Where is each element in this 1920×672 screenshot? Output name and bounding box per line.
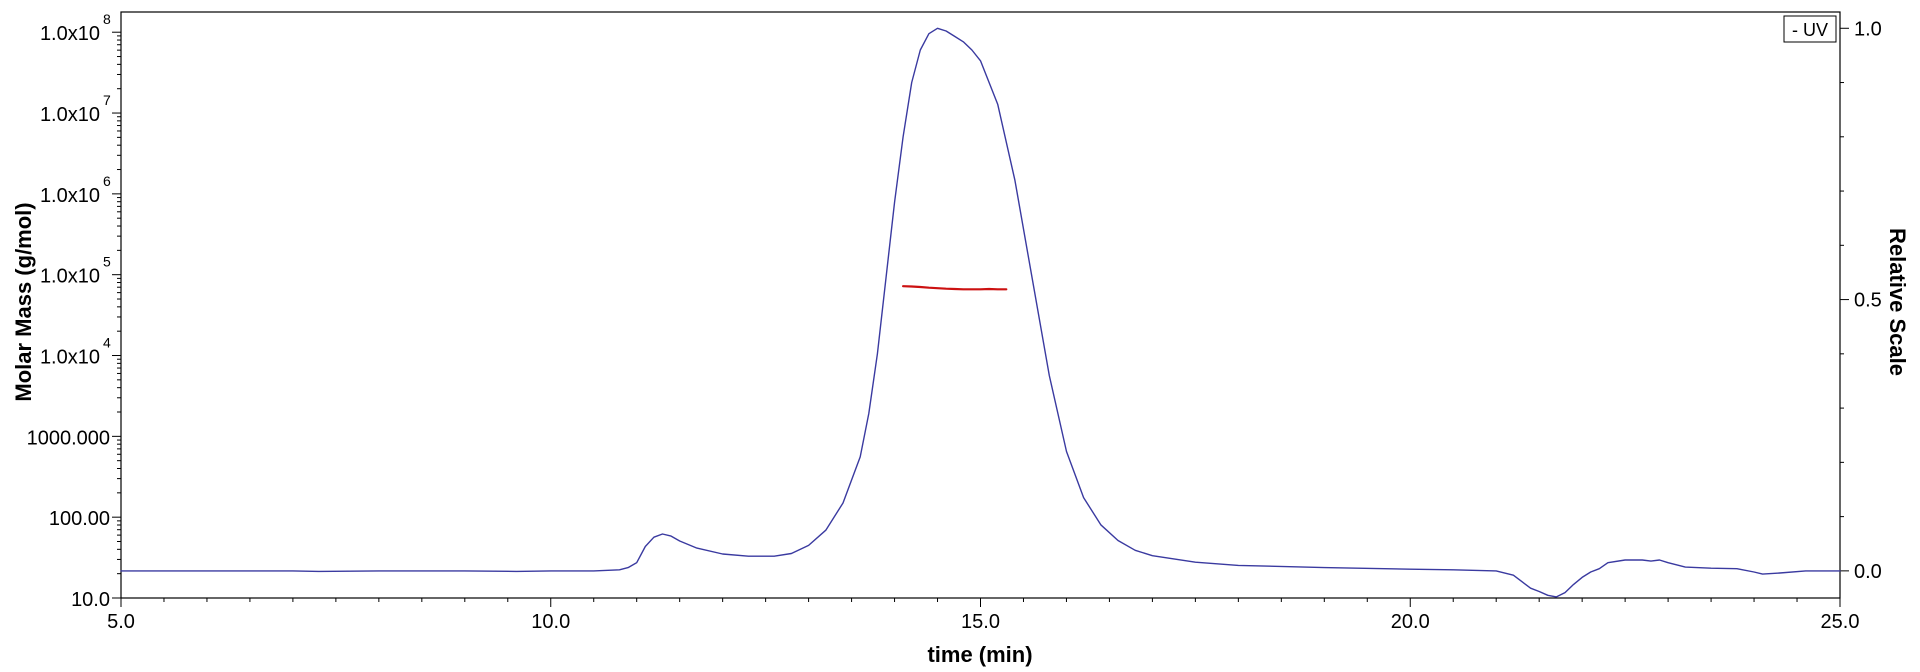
y-axis-title-right: Relative Scale [1885, 228, 1910, 376]
y-left-tick-label: 10.0 [71, 589, 110, 611]
x-tick-label: 5.0 [107, 611, 135, 633]
x-tick-label: 25.0 [1821, 611, 1860, 633]
legend: - UV [1783, 15, 1837, 43]
right-axis: 0.0 0.5 1.0 [1840, 18, 1882, 583]
uv-series-line [120, 27, 1841, 598]
y-right-tick-label: 1.0 [1854, 18, 1882, 40]
molar-mass-series-line [901, 285, 1008, 291]
y-right-tick-label: 0.5 [1854, 290, 1882, 312]
y-left-tick-exponent: 6 [103, 173, 111, 189]
y-left-tick-label: 100.00 [49, 508, 110, 530]
y-left-tick-label: 1.0x10 [40, 185, 100, 207]
x-tick-label: 10.0 [531, 611, 570, 633]
x-tick-label: 20.0 [1391, 611, 1430, 633]
y-left-tick-exponent: 8 [103, 11, 111, 27]
y-axis-title-left: Molar Mass (g/mol) [11, 202, 36, 401]
x-tick-label: 15.0 [961, 611, 1000, 633]
y-left-tick-label: 1000.000 [27, 427, 110, 449]
plot-area [120, 11, 1841, 599]
y-left-tick-label: 1.0x10 [40, 104, 100, 126]
y-left-tick-label: 1.0x10 [40, 266, 100, 288]
y-left-tick-exponent: 7 [103, 92, 111, 108]
legend-label: - UV [1792, 20, 1828, 40]
y-right-tick-label: 0.0 [1854, 561, 1882, 583]
y-left-tick-label: 1.0x10 [40, 347, 100, 369]
legend-box [1783, 15, 1837, 43]
left-axis: 1.0x1081.0x1071.0x1061.0x1051.0x1041000.… [27, 11, 121, 611]
x-axis-title: time (min) [927, 642, 1032, 667]
y-left-tick-exponent: 4 [103, 335, 111, 351]
series-layer [120, 27, 1841, 598]
y-left-tick-label: 1.0x10 [40, 23, 100, 45]
bottom-axis: 5.0 10.0 15.0 20.0 25.0 [107, 598, 1859, 633]
y-left-tick-exponent: 5 [103, 254, 111, 270]
